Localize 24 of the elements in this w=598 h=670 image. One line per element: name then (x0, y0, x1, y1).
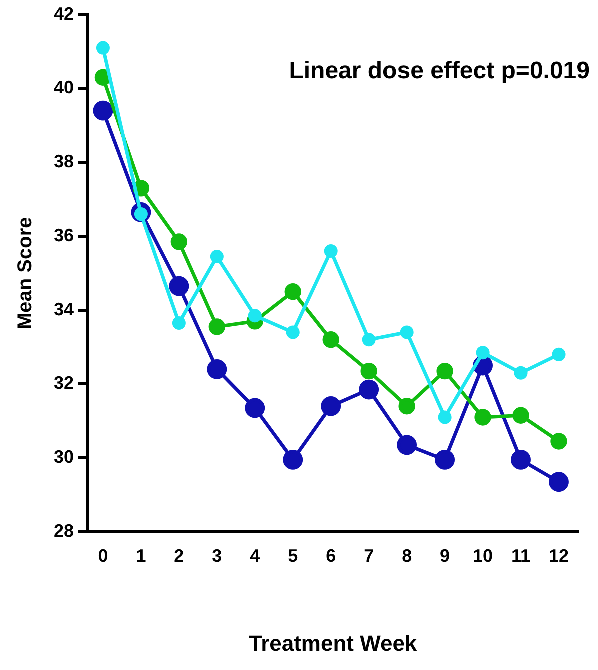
y-tick-label: 40 (54, 78, 74, 98)
y-tick-label: 42 (54, 4, 74, 24)
x-tick-label: 4 (250, 546, 260, 566)
x-tick-label: 10 (473, 546, 494, 566)
x-tick-label: 8 (402, 546, 412, 566)
y-axis-title: Mean Score (14, 217, 37, 330)
y-tick-label: 30 (54, 447, 74, 468)
x-tick-label: 11 (512, 546, 531, 566)
x-tick-label: 3 (212, 546, 222, 566)
annotation: Linear dose effect p=0.019 (289, 57, 590, 84)
x-tick-label: 6 (326, 546, 336, 566)
x-tick-label: 5 (288, 546, 298, 566)
x-tick-label: 0 (98, 546, 108, 566)
x-tick-label: 1 (136, 546, 146, 566)
y-tick-label: 28 (54, 520, 74, 541)
x-tick-label: 7 (364, 546, 374, 566)
y-tick-label: 36 (54, 225, 74, 246)
y-tick-label: 34 (54, 299, 74, 320)
x-tick-label: 9 (440, 546, 450, 566)
y-tick-label: 32 (54, 373, 74, 394)
y-tick-label: 38 (54, 152, 74, 172)
x-tick-label: 12 (548, 546, 570, 566)
x-tick-label: 2 (174, 546, 184, 566)
x-axis-title: Treatment Week (248, 630, 418, 656)
